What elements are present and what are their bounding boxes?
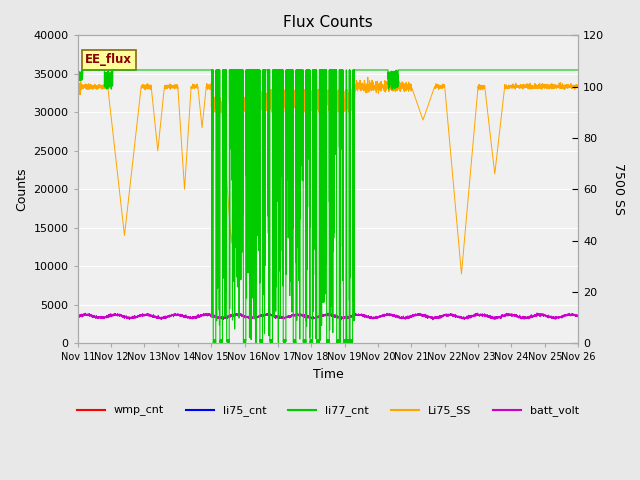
X-axis label: Time: Time xyxy=(312,368,343,381)
Legend: wmp_cnt, li75_cnt, li77_cnt, Li75_SS, batt_volt: wmp_cnt, li75_cnt, li77_cnt, Li75_SS, ba… xyxy=(72,401,584,421)
Y-axis label: Counts: Counts xyxy=(15,168,28,211)
Text: EE_flux: EE_flux xyxy=(85,53,132,66)
Title: Flux Counts: Flux Counts xyxy=(283,15,373,30)
Y-axis label: 7500 SS: 7500 SS xyxy=(612,163,625,215)
